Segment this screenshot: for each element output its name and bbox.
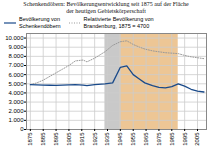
svg-text:1965: 1965	[143, 132, 149, 146]
html-text:Bevölkerung von Schenkendöbern: Bevölkerung von Schenkendöbern	[19, 16, 61, 29]
svg-text:1885: 1885	[40, 132, 46, 146]
svg-text:1985: 1985	[169, 132, 175, 146]
svg-text:6.000: 6.000	[8, 72, 24, 78]
svg-text:1995: 1995	[182, 132, 188, 146]
svg-text:9.000: 9.000	[8, 44, 24, 50]
svg-text:1895: 1895	[53, 132, 59, 146]
svg-text:1945: 1945	[117, 132, 123, 146]
svg-text:4.000: 4.000	[8, 90, 24, 96]
svg-text:5.000: 5.000	[8, 81, 24, 87]
svg-text:1925: 1925	[92, 132, 98, 146]
svg-text:1905: 1905	[66, 132, 72, 146]
svg-text:1975: 1975	[156, 132, 162, 146]
svg-text:1955: 1955	[130, 132, 136, 146]
svg-text:10.000: 10.000	[5, 35, 24, 41]
svg-text:3.000: 3.000	[8, 99, 24, 105]
svg-text:1935: 1935	[104, 132, 110, 146]
svg-text:2005: 2005	[194, 132, 200, 146]
svg-text:1.000: 1.000	[8, 117, 24, 123]
svg-text:2.000: 2.000	[8, 108, 24, 114]
html-text:Relativierte Bevölkerung von B: Relativierte Bevölkerung von Brandenburg…	[83, 16, 154, 29]
html-text:Schenkendöbern: Bevölkerungsen: Schenkendöbern: Bevölkerungsentwicklung …	[23, 1, 189, 14]
svg-text:7.000: 7.000	[8, 62, 24, 68]
svg-text:8.000: 8.000	[8, 53, 24, 59]
svg-text:0: 0	[20, 126, 24, 132]
svg-text:1875: 1875	[27, 132, 33, 146]
svg-text:1915: 1915	[79, 132, 85, 146]
